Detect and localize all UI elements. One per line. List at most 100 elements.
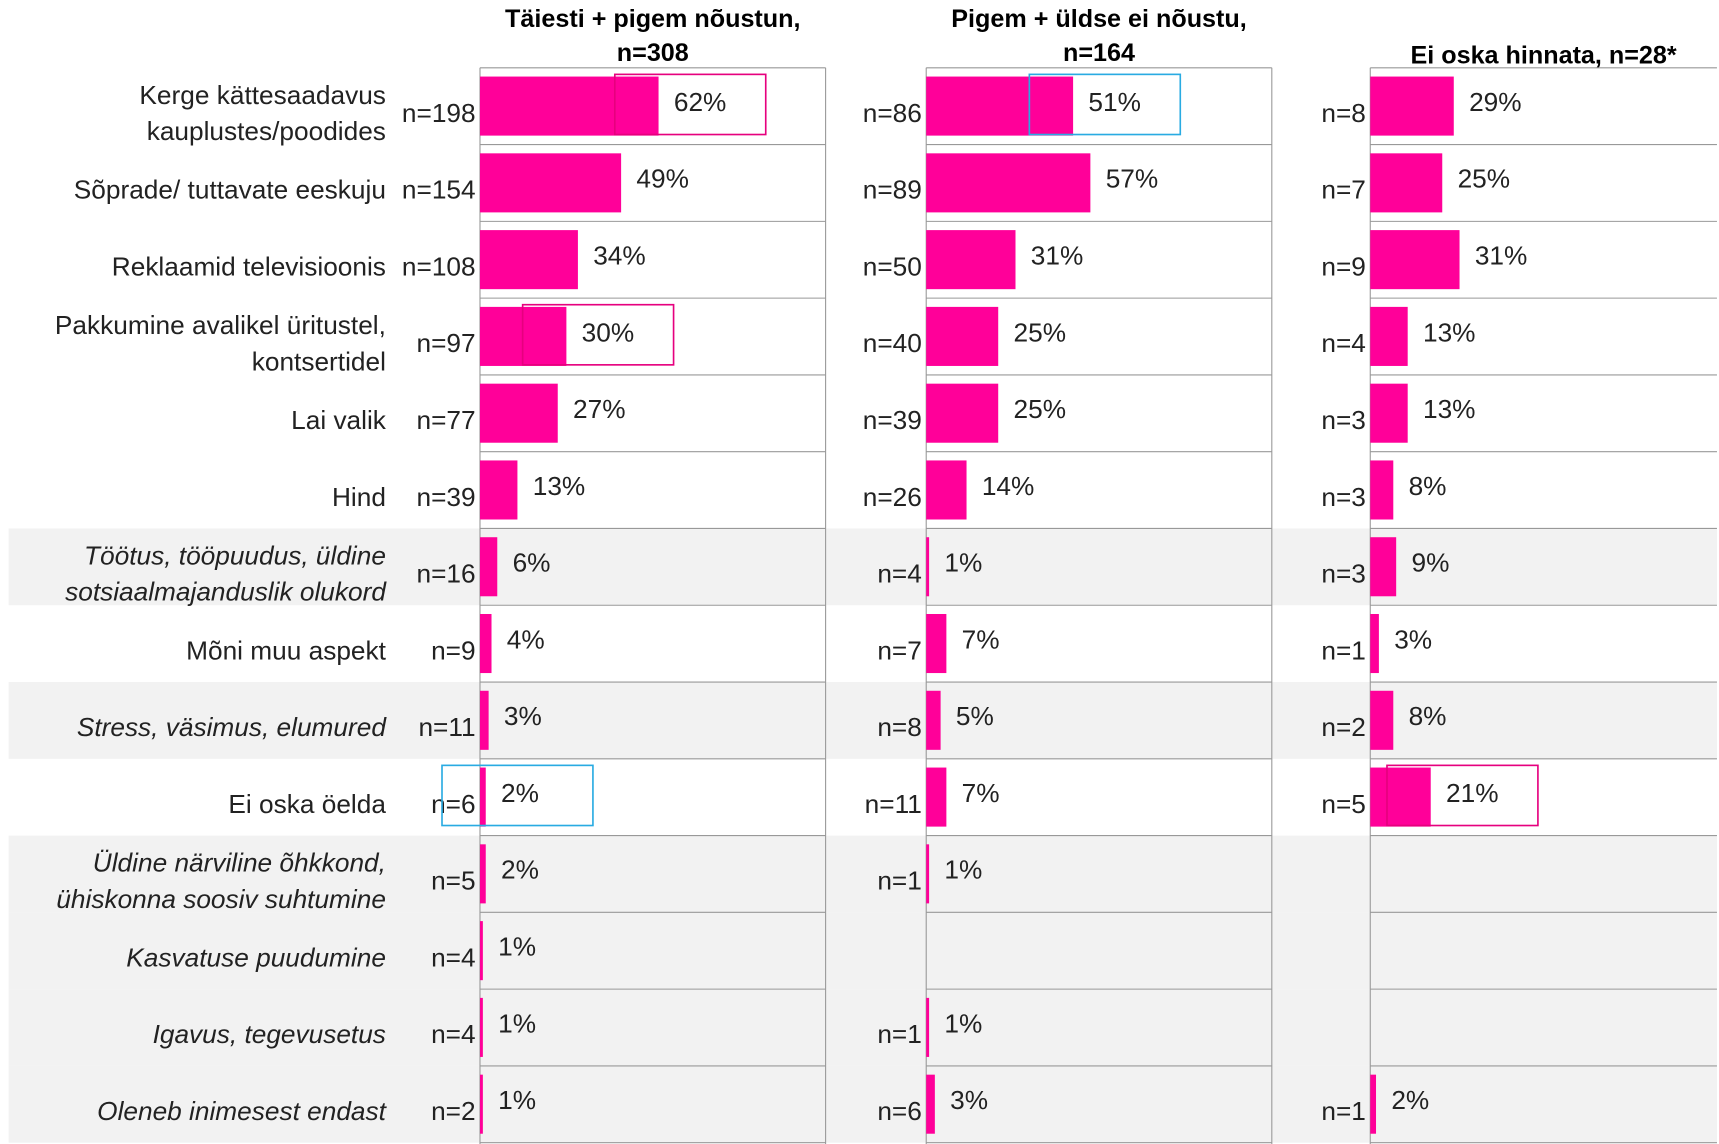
bar bbox=[479, 1074, 483, 1134]
highlight-box bbox=[613, 73, 767, 136]
count-label: n=39 bbox=[417, 482, 476, 512]
bar bbox=[479, 690, 489, 750]
bar bbox=[926, 230, 1016, 290]
count-label: n=1 bbox=[1321, 635, 1366, 665]
value-label: 7% bbox=[962, 624, 1000, 654]
count-label: n=4 bbox=[431, 942, 476, 972]
count-label: n=7 bbox=[877, 635, 922, 665]
bar bbox=[479, 76, 659, 136]
bar bbox=[1370, 153, 1443, 213]
count-label: n=154 bbox=[402, 175, 476, 205]
value-label: 30% bbox=[582, 317, 635, 347]
value-label: 57% bbox=[1106, 164, 1159, 194]
bar bbox=[479, 613, 492, 674]
count-label: n=16 bbox=[417, 559, 476, 589]
bar bbox=[479, 537, 498, 597]
count-label: n=4 bbox=[877, 559, 922, 589]
highlight-box bbox=[441, 764, 594, 827]
value-label: 1% bbox=[498, 1085, 536, 1115]
bar bbox=[1370, 537, 1397, 597]
bar bbox=[926, 153, 1091, 213]
count-label: n=2 bbox=[431, 1096, 476, 1126]
value-label: 25% bbox=[1458, 164, 1511, 194]
count-label: n=97 bbox=[417, 328, 476, 358]
value-label: 25% bbox=[1014, 394, 1067, 424]
bar bbox=[479, 460, 518, 520]
value-label: 62% bbox=[674, 87, 727, 117]
value-label: 2% bbox=[501, 778, 539, 808]
count-label: n=8 bbox=[1321, 98, 1366, 128]
count-label: n=1 bbox=[1321, 1096, 1366, 1126]
value-label: 1% bbox=[498, 931, 536, 961]
panel-title: Täiesti + pigem nõustun, n=308 bbox=[505, 5, 800, 67]
row-band bbox=[8, 835, 1717, 913]
highlight-box bbox=[1386, 764, 1539, 827]
value-label: 31% bbox=[1031, 241, 1084, 271]
count-label: n=9 bbox=[431, 635, 476, 665]
row-band bbox=[8, 1065, 1717, 1143]
count-label: n=3 bbox=[1321, 405, 1366, 435]
count-label: n=89 bbox=[863, 175, 922, 205]
value-label: 3% bbox=[1394, 624, 1432, 654]
bar bbox=[479, 230, 578, 290]
category-label: Reklaamid televisioonis bbox=[112, 251, 386, 281]
value-label: 6% bbox=[513, 548, 551, 578]
bar bbox=[926, 767, 947, 827]
count-label: n=39 bbox=[863, 405, 922, 435]
value-label: 31% bbox=[1475, 241, 1528, 271]
bar bbox=[479, 997, 483, 1057]
count-label: n=11 bbox=[418, 712, 475, 742]
value-label: 13% bbox=[533, 471, 586, 501]
bar bbox=[1370, 613, 1379, 674]
bar bbox=[479, 153, 622, 213]
bar bbox=[1370, 690, 1394, 750]
category-label: Lai valik bbox=[291, 405, 387, 435]
count-label: n=77 bbox=[417, 405, 476, 435]
count-label: n=50 bbox=[863, 251, 922, 281]
highlight-box bbox=[521, 303, 675, 366]
bar bbox=[926, 1074, 935, 1134]
value-label: 7% bbox=[962, 778, 1000, 808]
bar bbox=[926, 383, 999, 443]
count-label: n=26 bbox=[863, 482, 922, 512]
value-label: 3% bbox=[504, 701, 542, 731]
value-label: 1% bbox=[498, 1008, 536, 1038]
row-band bbox=[8, 989, 1717, 1066]
bar bbox=[926, 460, 967, 520]
row-band bbox=[8, 912, 1717, 990]
bar bbox=[1370, 767, 1431, 827]
count-label: n=86 bbox=[863, 98, 922, 128]
row-band bbox=[8, 682, 1717, 759]
value-label: 49% bbox=[636, 164, 689, 194]
panel-title: Ei oska hinnata, n=28* bbox=[1411, 42, 1677, 70]
bar bbox=[1370, 230, 1460, 290]
count-label: n=4 bbox=[431, 1019, 476, 1049]
bar bbox=[479, 383, 558, 443]
category-label: Kerge kättesaadavus kauplustes/poodides bbox=[139, 80, 385, 146]
bar bbox=[479, 844, 486, 904]
count-label: n=1 bbox=[877, 1019, 922, 1049]
value-label: 34% bbox=[593, 241, 646, 271]
value-label: 2% bbox=[1391, 1085, 1429, 1115]
bar bbox=[1370, 460, 1394, 520]
value-label: 1% bbox=[944, 548, 982, 578]
value-label: 13% bbox=[1423, 394, 1476, 424]
count-label: n=9 bbox=[1321, 251, 1366, 281]
bar bbox=[926, 76, 1074, 136]
category-label: Oleneb inimesest endast bbox=[97, 1096, 387, 1126]
bar bbox=[926, 537, 930, 597]
value-label: 25% bbox=[1014, 317, 1067, 347]
value-label: 9% bbox=[1411, 548, 1449, 578]
count-label: n=7 bbox=[1321, 175, 1366, 205]
count-label: n=3 bbox=[1321, 482, 1366, 512]
count-label: n=198 bbox=[402, 98, 476, 128]
bar bbox=[1370, 383, 1408, 443]
row-band bbox=[8, 528, 1717, 606]
value-label: 3% bbox=[950, 1085, 988, 1115]
bar bbox=[926, 844, 930, 904]
category-label: Mõni muu aspekt bbox=[186, 635, 386, 665]
category-label: Sõprade/ tuttavate eeskuju bbox=[74, 175, 386, 205]
value-label: 21% bbox=[1446, 778, 1499, 808]
value-label: 8% bbox=[1409, 701, 1447, 731]
